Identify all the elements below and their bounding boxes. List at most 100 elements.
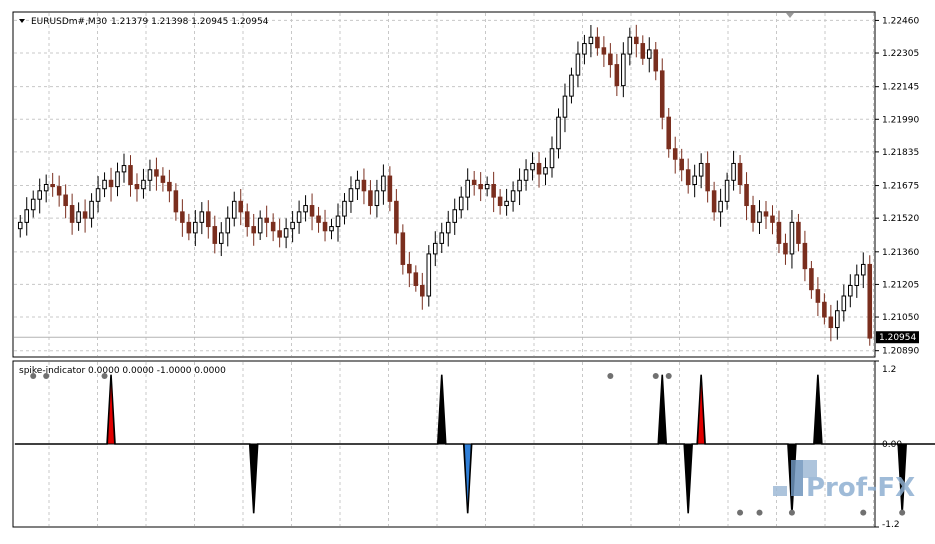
candle xyxy=(335,203,341,242)
signal-dot xyxy=(30,373,37,379)
candle xyxy=(43,174,49,203)
candle xyxy=(432,231,438,267)
current-price-label: 1.20954 xyxy=(879,333,916,343)
candle xyxy=(478,172,483,202)
candle xyxy=(355,170,360,201)
candle xyxy=(322,209,328,242)
indicator-label: spike-indicator 0.0000 0.0000 -1.0000 0.… xyxy=(19,366,226,376)
candle xyxy=(653,42,659,81)
signal-dot xyxy=(607,373,614,379)
watermark-text: Prof-FX xyxy=(806,473,915,503)
candle xyxy=(17,215,23,238)
candle xyxy=(206,200,211,239)
candle xyxy=(50,172,55,197)
chart-shift-marker-icon[interactable] xyxy=(786,13,794,18)
candle xyxy=(822,293,827,325)
price-tick-label: 1.21835 xyxy=(882,148,919,158)
candle xyxy=(348,176,354,213)
candle xyxy=(530,152,535,181)
signal-dot xyxy=(788,509,795,516)
candle xyxy=(562,83,568,133)
candle xyxy=(277,218,282,248)
candle xyxy=(731,150,736,191)
candle xyxy=(828,304,834,342)
signal-dot xyxy=(652,373,659,379)
signal-dot xyxy=(43,373,50,379)
candle xyxy=(361,168,367,205)
candle xyxy=(569,67,574,104)
candle xyxy=(147,159,153,192)
candle xyxy=(63,184,68,219)
indicator-tick-label: 1.2 xyxy=(882,365,896,375)
candle xyxy=(160,167,166,192)
candle xyxy=(387,166,393,212)
candle xyxy=(536,151,542,188)
price-tick-label: 1.21205 xyxy=(882,280,919,290)
candle xyxy=(672,136,678,174)
candle xyxy=(407,251,412,288)
signal-dot xyxy=(860,509,867,516)
candle xyxy=(95,176,101,213)
price-tick-label: 1.21990 xyxy=(882,115,919,125)
spike-mark xyxy=(697,374,706,445)
candle xyxy=(854,264,860,298)
spike-mark xyxy=(107,374,116,445)
candle xyxy=(76,202,81,231)
candle xyxy=(549,136,555,178)
candle xyxy=(659,58,665,130)
candle xyxy=(705,151,710,203)
candle xyxy=(426,245,432,307)
signal-dot xyxy=(899,509,906,516)
candle xyxy=(711,181,717,221)
candle xyxy=(614,53,620,97)
candle xyxy=(102,172,107,198)
candle xyxy=(491,171,496,213)
candle xyxy=(770,205,775,235)
candle xyxy=(452,198,458,235)
price-tick-label: 1.22305 xyxy=(882,49,919,59)
spike-mark xyxy=(249,443,258,514)
candle xyxy=(400,224,406,275)
candle xyxy=(218,222,224,257)
candle xyxy=(296,200,302,234)
candle xyxy=(37,178,42,214)
candle xyxy=(186,213,192,241)
candle xyxy=(815,277,821,317)
candle xyxy=(439,222,445,253)
price-tick-label: 1.22145 xyxy=(882,83,919,93)
candle xyxy=(627,27,633,66)
price-tick-label: 1.22460 xyxy=(882,16,919,26)
candle xyxy=(640,35,646,65)
candle xyxy=(173,183,179,221)
chart-menu-triangle-icon[interactable] xyxy=(19,19,25,23)
candle xyxy=(283,218,289,249)
candle xyxy=(796,213,801,252)
price-axis: 1.22460 1.22305 1.22145 1.21990 1.21835 1.216… xyxy=(875,16,919,530)
watermark-logo-icon xyxy=(791,460,803,496)
candle xyxy=(556,108,561,159)
candle xyxy=(698,153,704,189)
candle xyxy=(212,215,218,254)
candle xyxy=(497,189,503,215)
spike-mark xyxy=(813,374,822,445)
current-price-box xyxy=(876,331,919,344)
price-tick-label: 1.21675 xyxy=(882,182,919,192)
candle xyxy=(316,206,321,233)
candle xyxy=(737,155,743,194)
candle xyxy=(776,210,782,254)
candle xyxy=(621,42,626,98)
candle xyxy=(634,24,639,58)
candle xyxy=(167,169,172,203)
candle xyxy=(471,170,477,196)
candle xyxy=(582,34,587,65)
candle xyxy=(646,37,652,73)
candle xyxy=(517,168,522,206)
candle xyxy=(56,175,62,207)
candle xyxy=(270,213,276,242)
candle xyxy=(523,159,529,191)
candle xyxy=(848,274,853,308)
watermark: Prof-FX xyxy=(773,460,915,503)
ohlc-values: 1.21379 1.21398 1.20945 1.20954 xyxy=(111,17,269,27)
